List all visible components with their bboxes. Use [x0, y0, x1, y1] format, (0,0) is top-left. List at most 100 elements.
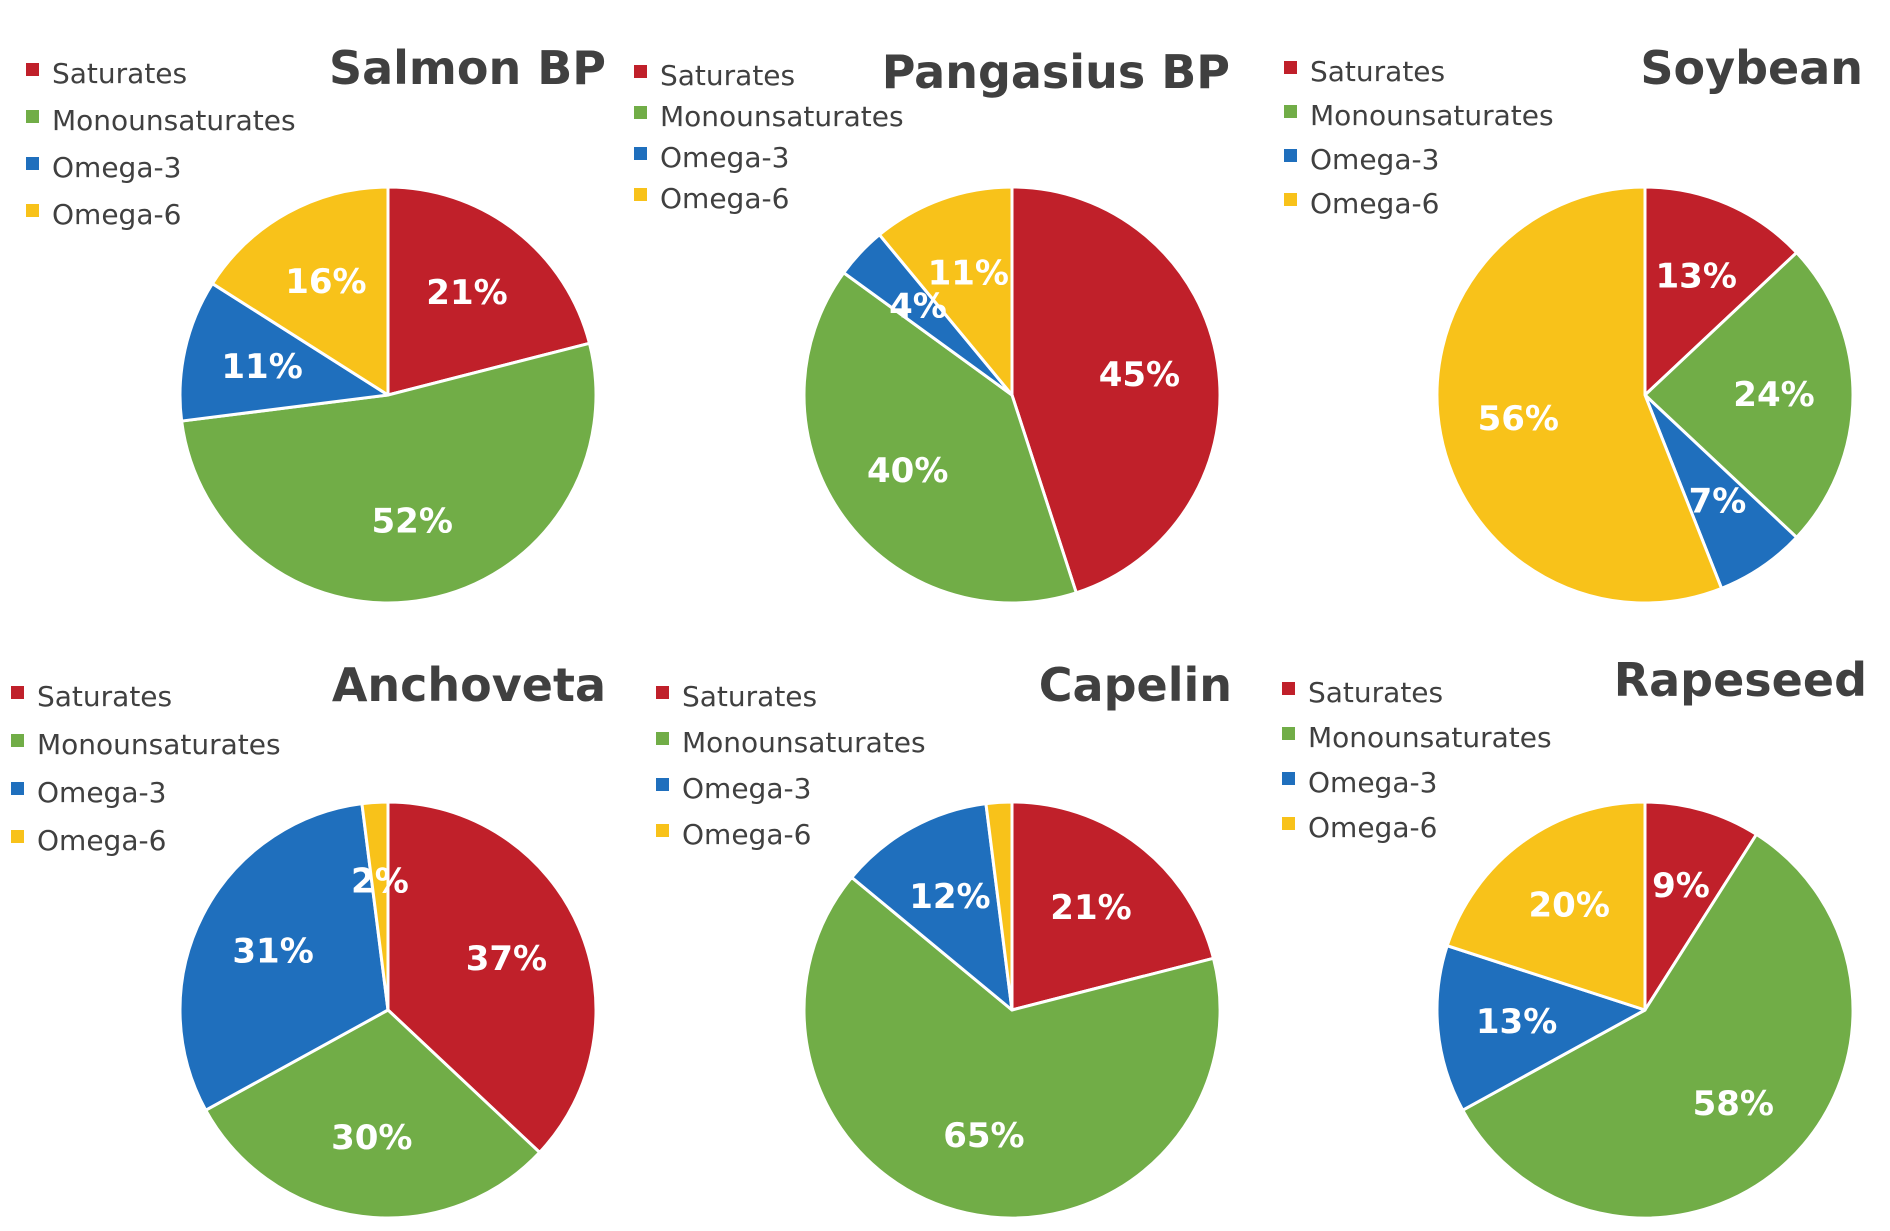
pie-slice-saturates	[1010, 185, 1222, 595]
chart-panel-capelin: Capelin Saturates Monounsaturates Omega-3 Om…	[630, 615, 1260, 1230]
legend-label-omega-3: Omega-3	[1308, 766, 1437, 799]
legend-label-omega-6: Omega-6	[52, 198, 181, 231]
pie-slice-omega-3	[178, 802, 390, 1112]
slice-label-saturates: 37%	[466, 939, 547, 979]
legend-swatch-omega-3	[26, 157, 39, 170]
slice-label-omega-6: 11%	[928, 254, 1009, 294]
slice-label-saturates: 21%	[1050, 888, 1131, 928]
legend-swatch-omega-6	[11, 830, 24, 843]
legend-label-saturates: Saturates	[1310, 55, 1445, 88]
legend-swatch-omega-6	[634, 188, 647, 201]
legend: Saturates Monounsaturates Omega-3 Omega-6	[1282, 676, 1552, 844]
pie-slice-saturates	[1010, 800, 1215, 1012]
pie-slice-omega-6	[877, 185, 1014, 397]
legend-swatch-monounsaturates	[1282, 727, 1295, 740]
legend-label-omega-3: Omega-3	[682, 772, 811, 805]
legend: Saturates Monounsaturates Omega-3 Omega-6	[1284, 55, 1554, 220]
legend-swatch-omega-6	[26, 204, 39, 217]
legend-swatch-saturates	[656, 686, 669, 699]
legend-swatch-saturates	[634, 65, 647, 78]
legend-label-saturates: Saturates	[1308, 676, 1443, 709]
legend-label-monounsaturates: Monounsaturates	[660, 100, 904, 133]
pie-slice-omega-3	[178, 282, 390, 423]
legend-label-omega-6: Omega-6	[37, 824, 166, 857]
chart-title: Rapeseed	[1614, 653, 1867, 707]
legend-label-monounsaturates: Monounsaturates	[1308, 721, 1552, 754]
slice-label-saturates: 21%	[426, 273, 507, 313]
chart-title: Salmon BP	[329, 41, 606, 95]
pie-slice-omega-3	[1435, 944, 1647, 1112]
slice-label-omega-6: 56%	[1478, 399, 1559, 439]
legend-label-omega-3: Omega-3	[52, 151, 181, 184]
chart-panel-pangasius-bp: Pangasius BP Saturates Monounsaturates Omeg…	[630, 0, 1260, 615]
legend-swatch-monounsaturates	[656, 732, 669, 745]
legend-label-saturates: Saturates	[37, 680, 172, 713]
slice-label-omega-6: 2%	[351, 861, 409, 901]
legend-label-monounsaturates: Monounsaturates	[52, 104, 296, 137]
legend-label-monounsaturates: Monounsaturates	[37, 728, 281, 761]
pie-chart-soybean: Soybean Saturates Monounsaturates Omega-3 Om…	[1284, 41, 1863, 605]
pie-slice-omega-6	[984, 800, 1014, 1012]
pie-slice-omega-6	[360, 800, 390, 1012]
legend-swatch-omega-3	[1282, 772, 1295, 785]
legend-swatch-monounsaturates	[11, 734, 24, 747]
chart-panel-rapeseed: Rapeseed Saturates Monounsaturates Omega-3 O…	[1260, 615, 1890, 1230]
chart-title: Pangasius BP	[882, 45, 1230, 99]
pie-chart-pangasius-bp: Pangasius BP Saturates Monounsaturates Omeg…	[634, 45, 1230, 605]
pie-slice-monounsaturates	[204, 1008, 542, 1220]
legend-label-monounsaturates: Monounsaturates	[682, 726, 926, 759]
pie-chart-salmon-bp: Salmon BP Saturates Monounsaturates Omega-3…	[26, 41, 606, 605]
legend-label-omega-6: Omega-6	[660, 182, 789, 215]
legend-label-saturates: Saturates	[682, 680, 817, 713]
legend-label-omega-6: Omega-6	[1310, 187, 1439, 220]
legend: Saturates Monounsaturates Omega-3 Omega-6	[11, 680, 281, 857]
slice-label-monounsaturates: 30%	[331, 1118, 412, 1158]
legend-swatch-omega-6	[1282, 817, 1295, 830]
legend-swatch-monounsaturates	[1284, 105, 1297, 118]
slice-label-monounsaturates: 52%	[372, 502, 453, 542]
legend-swatch-omega-3	[634, 147, 647, 160]
slice-label-monounsaturates: 40%	[867, 451, 948, 491]
legend-label-omega-6: Omega-6	[1308, 811, 1437, 844]
legend-swatch-omega-3	[11, 782, 24, 795]
legend-swatch-omega-6	[1284, 193, 1297, 206]
chart-panel-anchoveta: Anchoveta Saturates Monounsaturates Omega-3…	[0, 615, 630, 1230]
pie-chart-anchoveta: Anchoveta Saturates Monounsaturates Omega-3…	[11, 658, 606, 1220]
legend-swatch-omega-6	[656, 824, 669, 837]
slice-label-omega-3: 7%	[1689, 482, 1747, 522]
legend-label-saturates: Saturates	[52, 57, 187, 90]
legend-label-monounsaturates: Monounsaturates	[1310, 99, 1554, 132]
pie-slice-saturates	[1643, 800, 1758, 1012]
pie-slice-monounsaturates	[802, 875, 1222, 1220]
legend-swatch-saturates	[1284, 61, 1297, 74]
legend-swatch-omega-3	[1284, 149, 1297, 162]
legend-swatch-monounsaturates	[26, 110, 39, 123]
slice-label-monounsaturates: 24%	[1733, 375, 1814, 415]
legend-swatch-saturates	[11, 686, 24, 699]
legend: Saturates Monounsaturates Omega-3 Omega-6	[634, 59, 904, 215]
chart-title: Anchoveta	[332, 658, 606, 712]
slice-label-omega-3: 11%	[221, 347, 302, 387]
pie-slice-omega-6	[210, 185, 390, 397]
slice-label-omega-3: 31%	[232, 932, 313, 972]
slice-label-omega-6: 20%	[1529, 886, 1610, 926]
pie-slice-omega-3	[850, 802, 1014, 1012]
legend-swatch-saturates	[26, 63, 39, 76]
slice-label-omega-3: 13%	[1476, 1002, 1557, 1042]
pie-slice-saturates	[386, 800, 598, 1154]
legend-label-omega-6: Omega-6	[682, 818, 811, 851]
slice-label-saturates: 9%	[1652, 866, 1710, 906]
slice-label-monounsaturates: 65%	[943, 1116, 1024, 1156]
legend-label-saturates: Saturates	[660, 59, 795, 92]
chart-panel-salmon-bp: Salmon BP Saturates Monounsaturates Omega-3…	[0, 0, 630, 615]
slice-label-omega-6: 16%	[285, 262, 366, 302]
pie-slice-monounsaturates	[802, 271, 1078, 605]
legend: Saturates Monounsaturates Omega-3 Omega-6	[656, 680, 926, 851]
chart-panel-soybean: Soybean Saturates Monounsaturates Omega-3 Om…	[1260, 0, 1890, 615]
pie-slice-omega-6	[1435, 185, 1724, 605]
slice-label-monounsaturates: 58%	[1693, 1084, 1774, 1124]
pie-slice-monounsaturates	[1643, 251, 1855, 539]
legend-label-omega-3: Omega-3	[660, 141, 789, 174]
slice-label-omega-3: 12%	[909, 877, 990, 917]
